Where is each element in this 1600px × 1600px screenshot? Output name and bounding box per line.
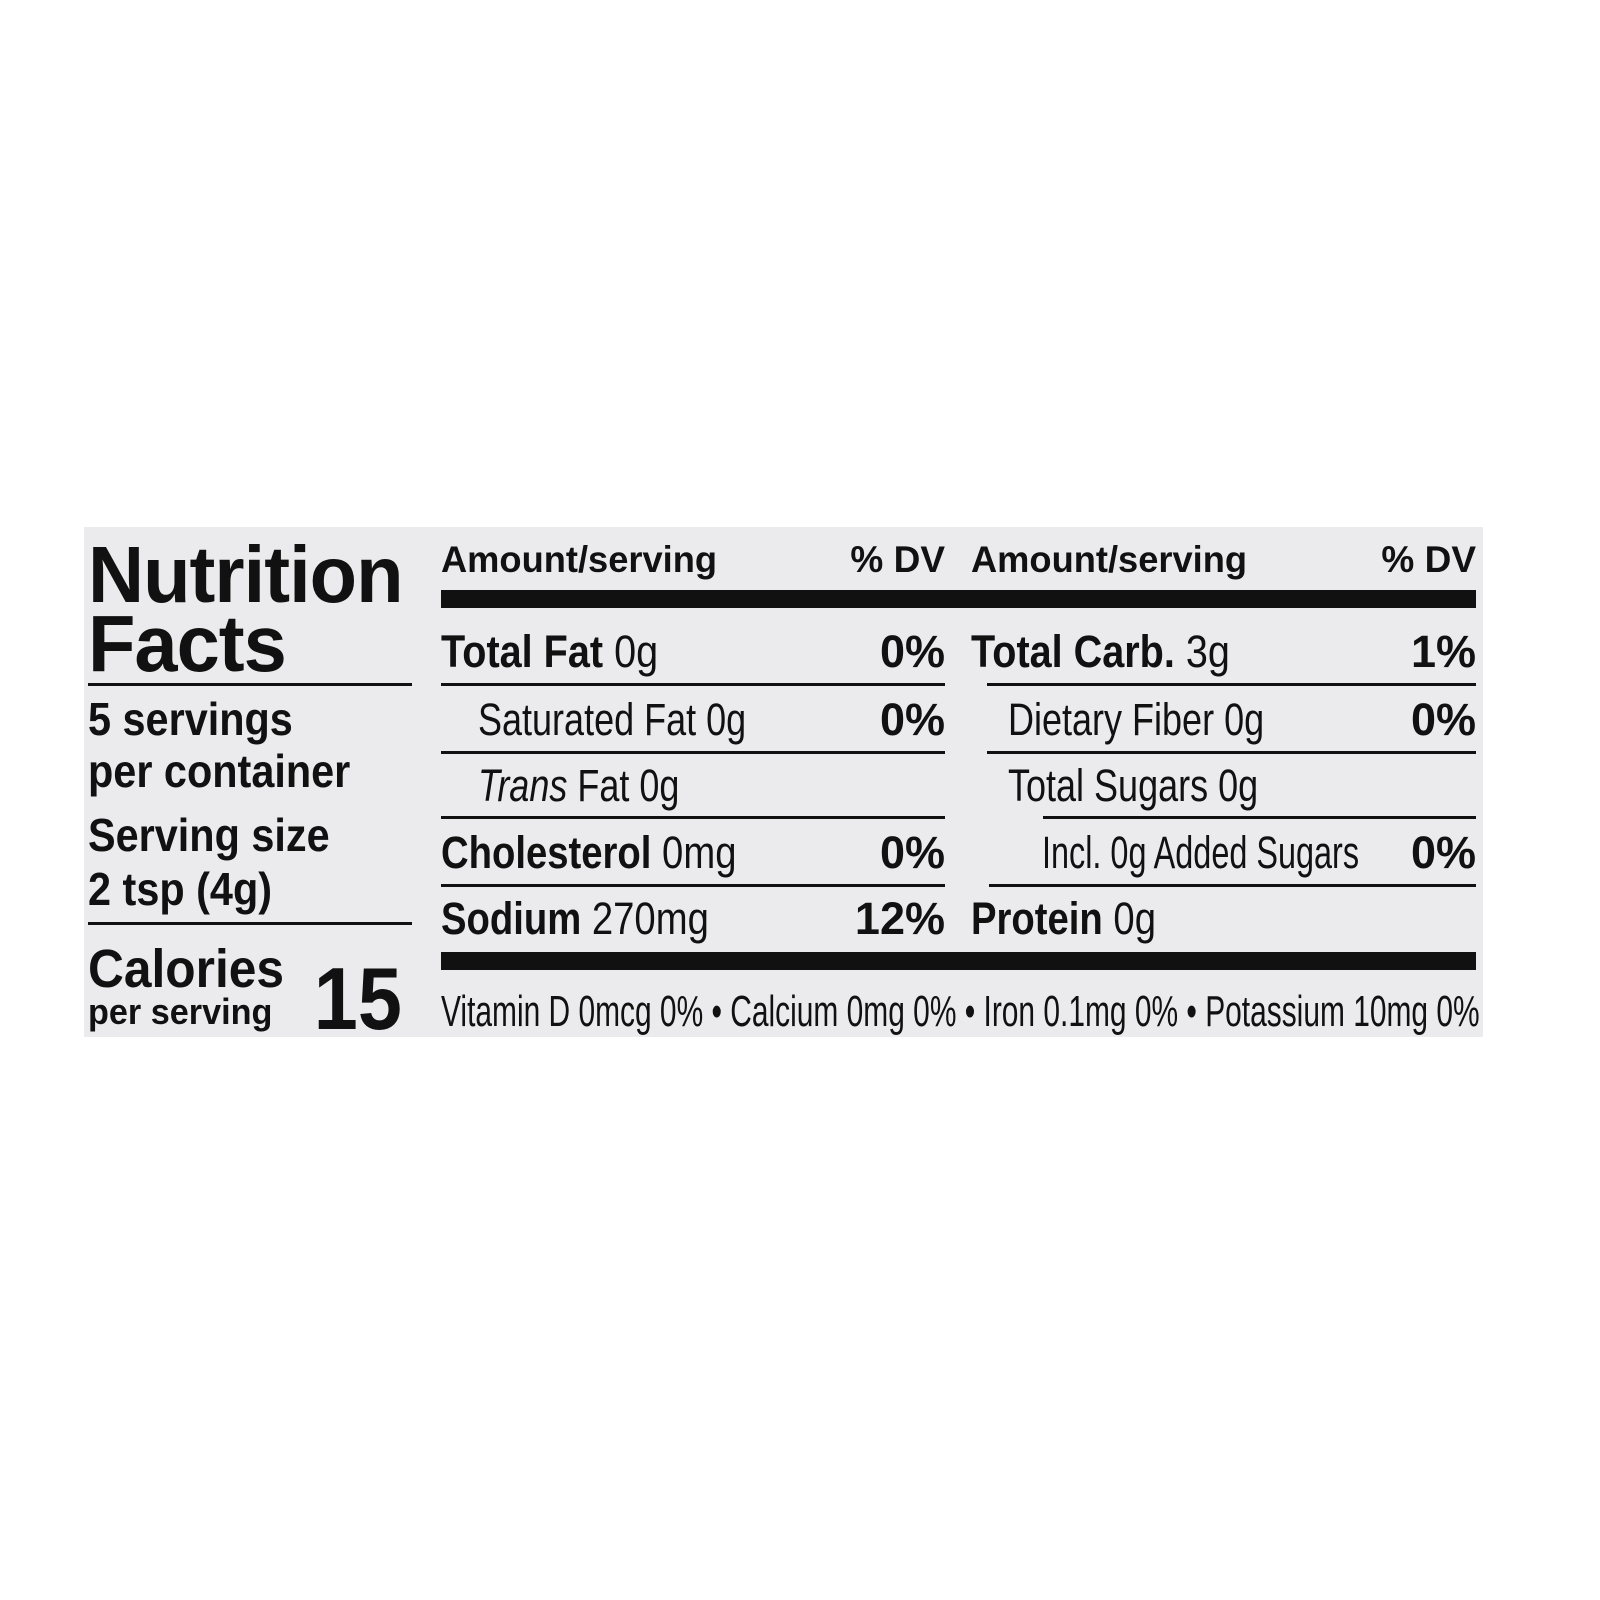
- divider: [441, 816, 945, 819]
- calories-per-serving: per serving: [88, 991, 273, 1032]
- divider: [88, 683, 412, 686]
- dv-sodium: 12%: [854, 893, 945, 944]
- servings-per-container-2: per container: [88, 745, 351, 797]
- divider: [441, 884, 945, 887]
- row-cholesterol: Cholesterol 0mg: [441, 827, 737, 878]
- header-amount-right: Amount/serving: [971, 539, 1248, 580]
- thick-divider: [441, 952, 1476, 970]
- dv-cholesterol: 0%: [879, 827, 945, 878]
- header-dv-right: % DV: [1381, 539, 1476, 580]
- calories-value: 15: [313, 949, 402, 1048]
- divider: [987, 751, 1476, 754]
- row-saturated-fat: Saturated Fat 0g: [478, 694, 747, 745]
- row-total-fat: Total Fat 0g: [441, 626, 659, 677]
- divider: [88, 922, 412, 925]
- dv-total-fat: 0%: [879, 626, 945, 677]
- divider: [441, 751, 945, 754]
- vitamins-minerals-footer: Vitamin D 0mcg 0% • Calcium 0mg 0% • Iro…: [441, 987, 1480, 1036]
- divider: [987, 683, 1476, 686]
- serving-size-value: 2 tsp (4g): [88, 863, 273, 915]
- row-added-sugars: Incl. 0g Added Sugars: [1042, 827, 1360, 878]
- dv-total-carb: 1%: [1410, 626, 1476, 677]
- row-sodium: Sodium 270mg: [441, 893, 709, 944]
- dv-added-sugars: 0%: [1410, 827, 1476, 878]
- row-protein: Protein 0g: [971, 893, 1156, 944]
- row-total-sugars: Total Sugars 0g: [1008, 760, 1259, 811]
- row-total-carb: Total Carb. 3g: [971, 626, 1230, 677]
- serving-size-label: Serving size: [88, 809, 330, 861]
- dv-saturated-fat: 0%: [879, 694, 945, 745]
- servings-per-container: 5 servings: [88, 693, 293, 745]
- header-amount-left: Amount/serving: [441, 539, 718, 580]
- divider: [989, 884, 1476, 887]
- row-trans-fat: Trans Fat 0g: [478, 760, 680, 811]
- row-dietary-fiber: Dietary Fiber 0g: [1008, 694, 1265, 745]
- divider: [441, 683, 945, 686]
- title-nutrition: Nutrition: [88, 530, 403, 619]
- divider: [1043, 816, 1476, 819]
- dv-dietary-fiber: 0%: [1410, 694, 1476, 745]
- calories-label: Calories: [88, 939, 285, 999]
- thick-divider: [441, 590, 1476, 608]
- header-dv-left: % DV: [850, 539, 945, 580]
- title-facts: Facts: [88, 599, 287, 688]
